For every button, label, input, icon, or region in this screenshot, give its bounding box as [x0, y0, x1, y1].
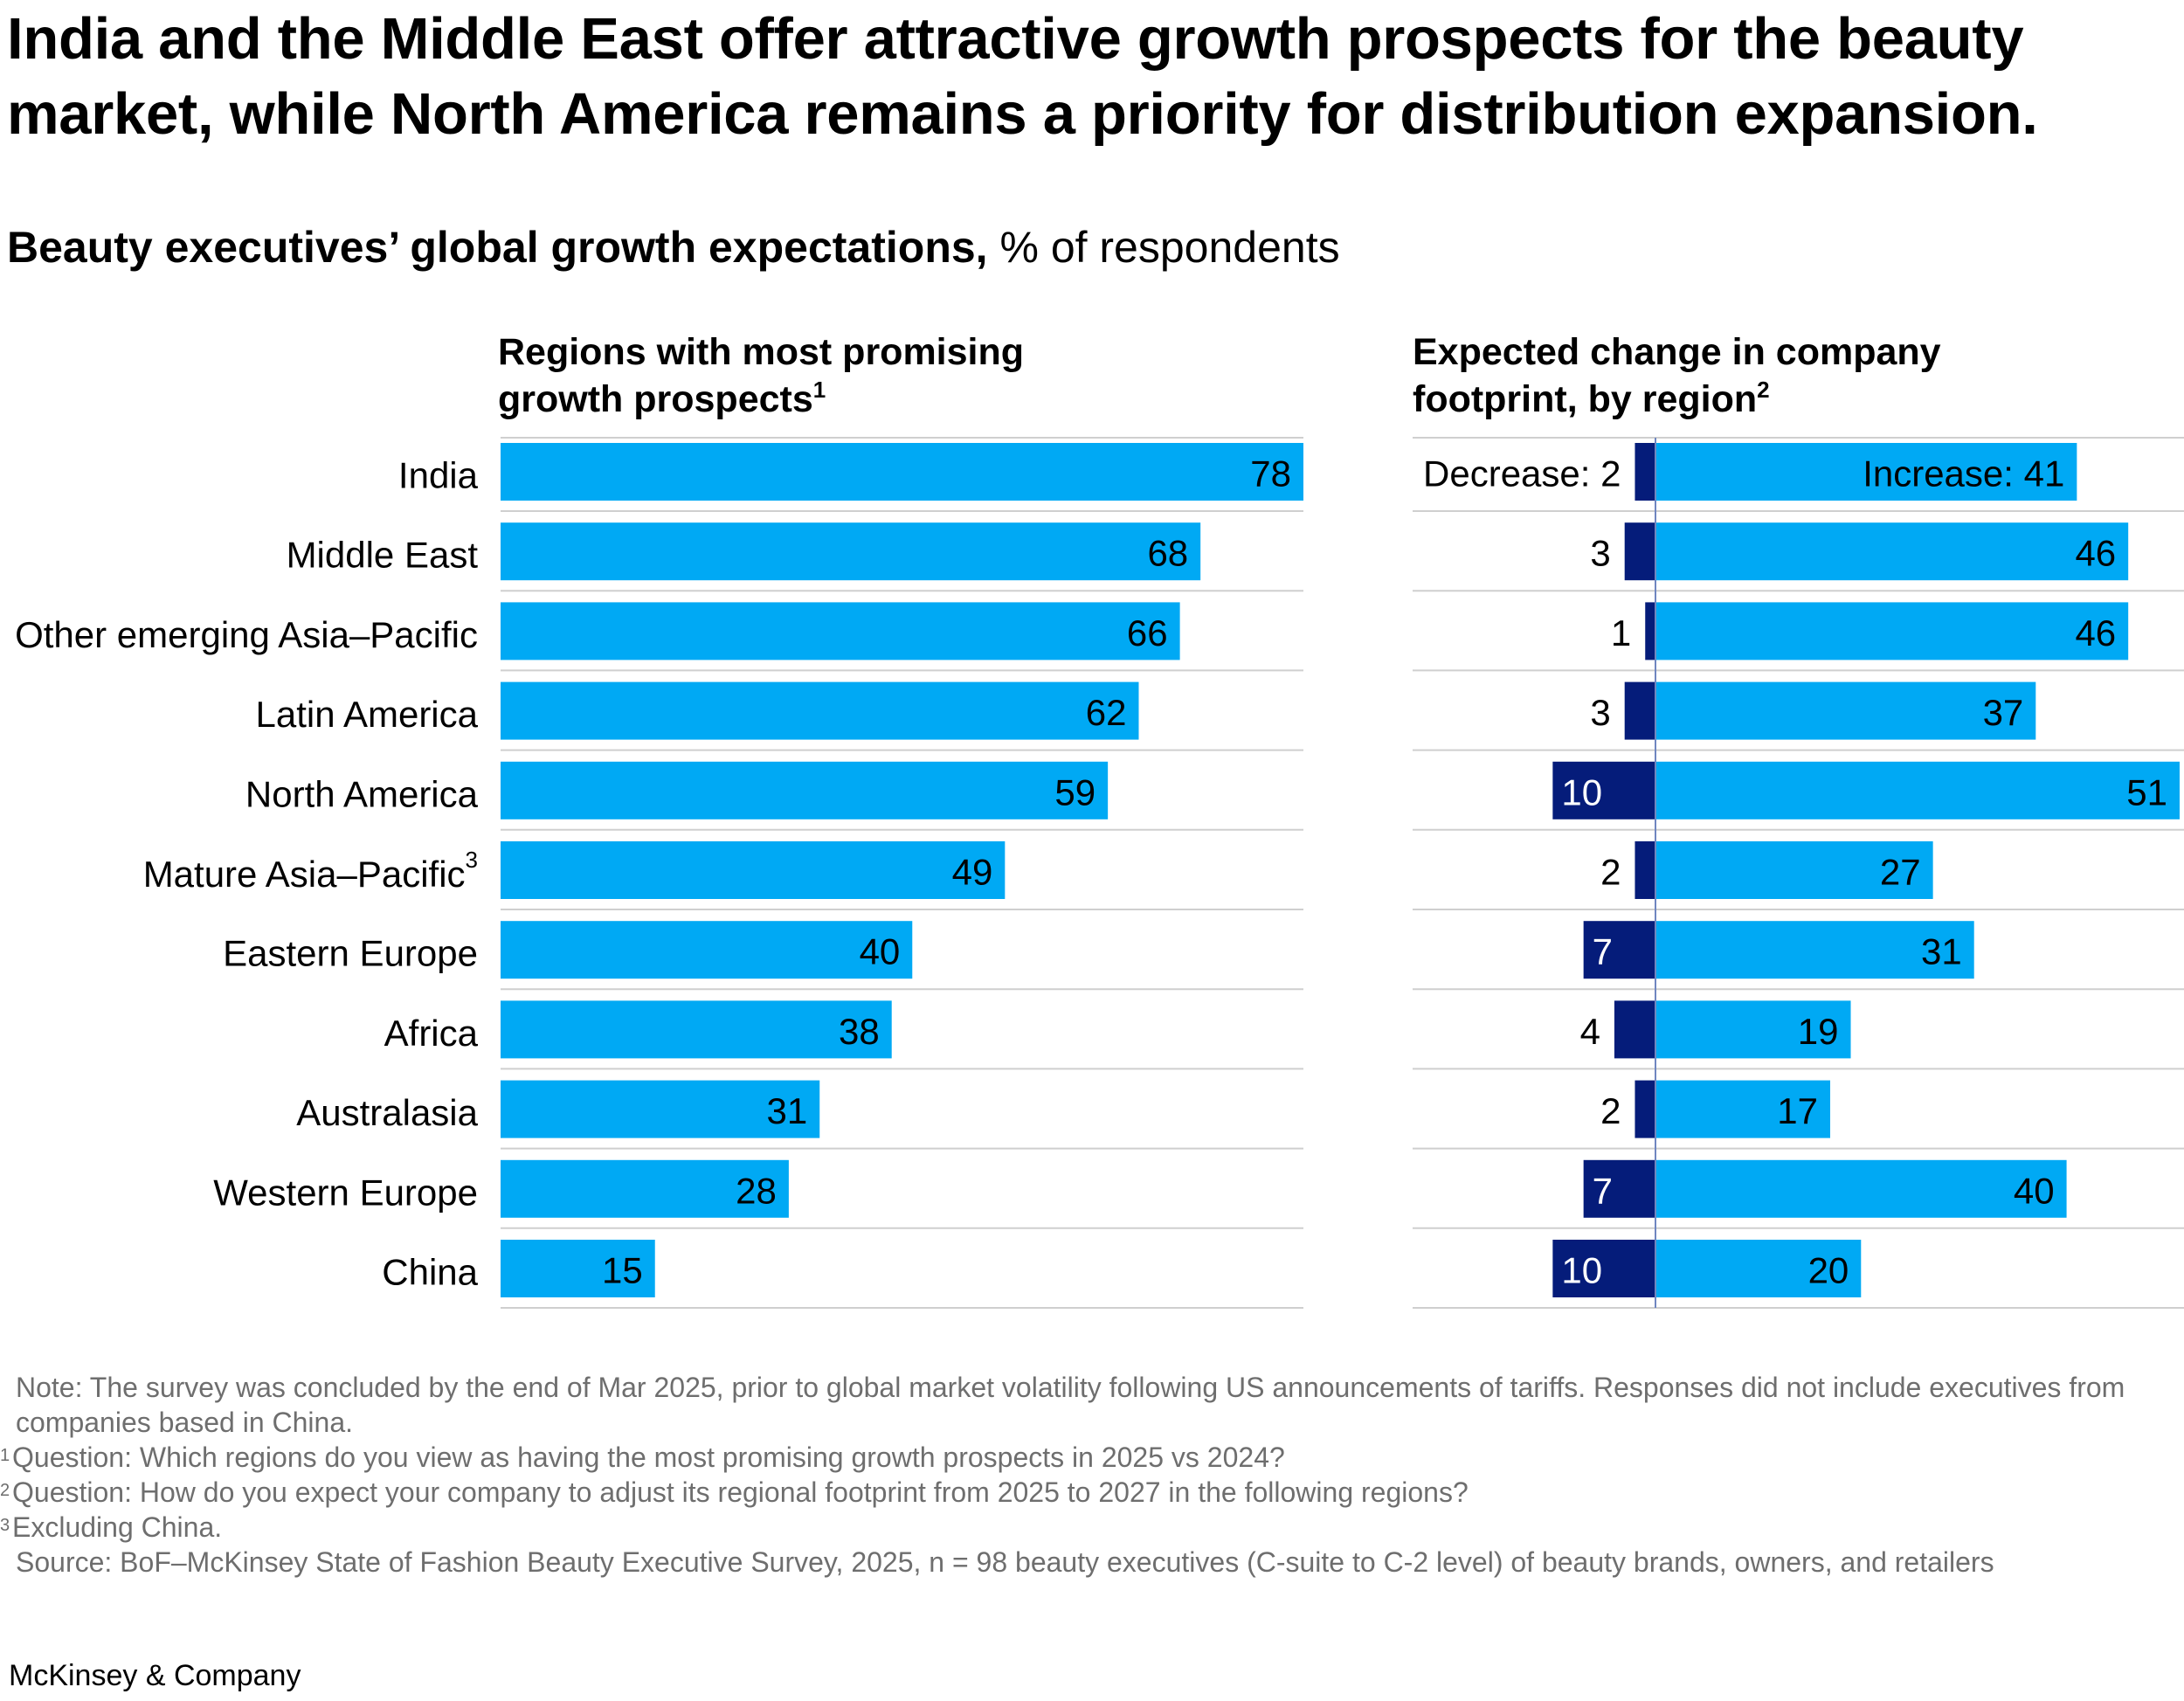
left-bar-9: [501, 1159, 789, 1218]
decrease-label-1: 3: [1590, 533, 1610, 574]
increase-bar-5: [1655, 841, 1933, 899]
decrease-bar-8: [1635, 1080, 1655, 1138]
left-panel-footnote-ref: 1: [812, 377, 826, 403]
decrease-label-10: 10: [1561, 1250, 1602, 1291]
increase-bar-3: [1655, 681, 2036, 740]
decrease-bar-6: [1583, 921, 1655, 979]
decrease-bar-1: [1624, 522, 1655, 581]
subtitle-unit: % of respondents: [999, 223, 1340, 272]
left-bar-label-6: 40: [860, 931, 901, 972]
increase-bar-1: [1655, 522, 2129, 581]
bar-charts: 78 India 68 Middle East 66 Other emerging Asi…: [15, 437, 2184, 1309]
increase-label-6: 31: [1921, 931, 1962, 972]
increase-bar-8: [1655, 1080, 1830, 1138]
left-bar-4: [501, 761, 1109, 819]
category-label-9: Western Europe: [213, 1172, 478, 1213]
decrease-bar-10: [1552, 1240, 1655, 1297]
increase-label-0: Increase: 41: [1863, 453, 2064, 494]
footnote-1: 1 Question: Which regions do you view as …: [0, 1442, 1285, 1473]
left-bar-label-8: 31: [767, 1090, 808, 1131]
left-bar-5: [501, 841, 1006, 899]
left-bar-10: [501, 1240, 655, 1297]
chart-title: India and the Middle East offer attracti…: [7, 6, 2038, 147]
decrease-bar-9: [1583, 1159, 1655, 1218]
category-label-8: Australasia: [296, 1092, 478, 1133]
left-bar-3: [501, 681, 1139, 740]
decrease-bar-5: [1635, 841, 1655, 899]
increase-bar-9: [1655, 1159, 2067, 1218]
category-label-10: China: [382, 1252, 478, 1293]
decrease-bar-7: [1614, 1000, 1655, 1059]
left-bar-0: [501, 443, 1303, 501]
left-bar-1: [501, 522, 1201, 581]
increase-label-4: 51: [2126, 771, 2167, 812]
left-bar-label-4: 59: [1054, 771, 1095, 812]
decrease-label-3: 3: [1590, 692, 1610, 733]
right-panel-title-line2: footprint, by region: [1413, 378, 1758, 420]
decrease-label-4: 10: [1561, 771, 1602, 812]
chart-subtitle: Beauty executives’ global growth expecta…: [7, 218, 1340, 276]
left-bar-2: [501, 602, 1180, 660]
left-panel-title-line2: growth prospects: [498, 378, 813, 420]
decrease-label-0: Decrease: 2: [1423, 453, 1621, 494]
increase-label-1: 46: [2075, 533, 2116, 574]
decrease-label-5: 2: [1600, 852, 1621, 893]
increase-label-9: 40: [2014, 1170, 2055, 1211]
increase-label-8: 17: [1777, 1090, 1818, 1131]
left-bar-7: [501, 1000, 892, 1059]
survey-note: Note: The survey was concluded by the en…: [16, 1372, 2125, 1438]
left-bar-label-7: 38: [839, 1011, 880, 1052]
left-bar-label-0: 78: [1250, 453, 1291, 494]
category-label-5: Mature Asia–Pacific3: [143, 847, 478, 895]
increase-bar-7: [1655, 1000, 1851, 1059]
right-panel-title: Expected change in company footprint, by…: [1413, 328, 1941, 423]
increase-label-10: 20: [1808, 1250, 1849, 1291]
increase-bar-4: [1655, 761, 2180, 819]
footnote-2: 2 Question: How do you expect your compan…: [0, 1476, 1469, 1508]
category-label-7: Africa: [384, 1013, 479, 1054]
left-bar-label-2: 66: [1127, 612, 1168, 653]
category-label-1: Middle East: [287, 535, 479, 576]
increase-label-3: 37: [1983, 692, 2024, 733]
left-bar-8: [501, 1080, 820, 1138]
category-label-2: Other emerging Asia–Pacific: [15, 614, 478, 655]
increase-label-2: 46: [2075, 612, 2116, 653]
increase-label-5: 27: [1880, 852, 1921, 893]
right-panel-footnote-ref: 2: [1757, 377, 1770, 403]
increase-bar-10: [1655, 1240, 1862, 1297]
left-panel-title: Regions with most promising growth prosp…: [498, 328, 1024, 423]
left-bar-label-1: 68: [1147, 533, 1188, 574]
footnotes: Note: The survey was concluded by the en…: [0, 1370, 2158, 1580]
left-bar-label-10: 15: [602, 1250, 643, 1291]
left-bar-label-9: 28: [736, 1170, 777, 1211]
decrease-label-2: 1: [1611, 612, 1631, 653]
decrease-label-9: 7: [1593, 1170, 1613, 1211]
category-label-3: Latin America: [256, 694, 479, 735]
decrease-bar-3: [1624, 681, 1655, 740]
decrease-bar-0: [1635, 443, 1655, 501]
left-bar-label-5: 49: [952, 852, 993, 893]
decrease-bar-4: [1552, 761, 1655, 819]
category-label-6: Eastern Europe: [223, 933, 478, 974]
increase-bar-6: [1655, 921, 1974, 979]
right-panel-title-line1: Expected change in company: [1413, 331, 1941, 373]
source-note: Source: BoF–McKinsey State of Fashion Be…: [16, 1546, 1994, 1578]
footnote-3: 3 Excluding China.: [0, 1511, 223, 1543]
increase-bar-2: [1655, 602, 2129, 660]
increase-bar-0: [1655, 443, 2077, 501]
left-bar-label-3: 62: [1086, 692, 1127, 733]
category-label-0: India: [398, 455, 479, 496]
category-label-4: North America: [245, 773, 479, 814]
brand-logo-text: McKinsey & Company: [9, 1659, 301, 1692]
left-panel-title-line1: Regions with most promising: [498, 331, 1025, 373]
decrease-label-8: 2: [1600, 1090, 1621, 1131]
decrease-bar-2: [1645, 602, 1655, 660]
increase-label-7: 19: [1798, 1011, 1839, 1052]
left-bar-6: [501, 921, 913, 979]
decrease-label-7: 4: [1580, 1011, 1600, 1052]
subtitle-bold: Beauty executives’ global growth expecta…: [7, 223, 988, 272]
decrease-label-6: 7: [1593, 931, 1613, 972]
